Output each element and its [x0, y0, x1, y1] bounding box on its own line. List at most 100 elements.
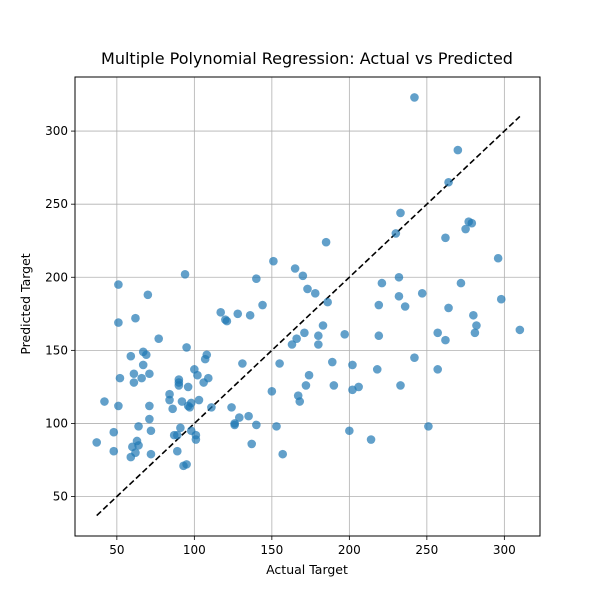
data-point — [186, 398, 196, 408]
data-point — [269, 256, 278, 266]
reference-line-layer — [96, 115, 521, 517]
data-point — [173, 446, 182, 456]
data-point — [177, 397, 187, 406]
x-tick-label: 200 — [338, 543, 361, 557]
y-tick-label: 150 — [45, 343, 68, 357]
data-point — [165, 395, 174, 405]
data-point — [173, 430, 182, 440]
data-point — [424, 422, 433, 431]
data-point — [252, 274, 261, 284]
data-point — [176, 423, 185, 433]
data-point — [304, 370, 314, 380]
data-point — [174, 378, 184, 387]
data-point — [145, 414, 154, 424]
data-point — [314, 331, 323, 341]
data-point — [348, 360, 357, 370]
data-point — [247, 439, 256, 449]
data-point — [470, 328, 480, 338]
data-point — [129, 369, 139, 379]
x-tick-label: 150 — [260, 543, 283, 557]
data-point — [467, 218, 477, 228]
data-point — [301, 381, 311, 390]
data-point — [323, 297, 332, 307]
data-point — [472, 321, 481, 330]
data-point — [207, 403, 216, 412]
y-axis-ticks: 50 100 150 200 250 300 — [45, 124, 75, 504]
data-point — [493, 253, 503, 263]
data-point — [515, 325, 525, 335]
data-point — [109, 446, 119, 456]
data-point — [417, 289, 427, 298]
data-point — [441, 233, 450, 243]
data-point — [114, 280, 123, 289]
data-point — [222, 316, 232, 326]
data-point — [275, 359, 284, 368]
data-point — [366, 435, 376, 444]
y-axis-label: Predicted Target — [18, 253, 33, 354]
data-point — [340, 329, 350, 339]
data-point — [244, 411, 253, 421]
data-point — [396, 208, 405, 218]
data-point — [394, 291, 404, 301]
data-point — [143, 290, 153, 300]
data-point — [272, 422, 281, 431]
data-point — [433, 328, 443, 338]
data-point — [290, 264, 300, 273]
data-point — [154, 334, 163, 343]
data-point — [245, 310, 255, 320]
data-point — [441, 335, 450, 345]
x-axis-ticks: 50 100 150 200 250 300 — [109, 536, 516, 557]
data-point — [142, 350, 151, 360]
data-point — [410, 93, 419, 102]
data-point — [183, 382, 193, 392]
data-point — [394, 272, 404, 282]
x-axis-label: Actual Target — [266, 562, 348, 577]
data-point — [216, 308, 225, 317]
data-point — [115, 373, 125, 383]
data-point — [292, 334, 301, 343]
data-point — [310, 289, 320, 298]
data-point — [300, 328, 309, 338]
data-point — [92, 438, 101, 447]
data-point — [235, 413, 244, 422]
data-point — [194, 395, 204, 405]
data-point — [138, 360, 148, 370]
data-point — [233, 309, 243, 319]
data-point — [354, 382, 363, 392]
data-point — [433, 365, 443, 374]
data-point — [146, 449, 156, 459]
reference-line — [96, 115, 521, 517]
data-point — [134, 441, 143, 450]
data-point — [129, 378, 139, 387]
data-point — [461, 224, 470, 234]
data-point — [258, 300, 267, 310]
data-point — [114, 401, 123, 411]
data-point — [168, 404, 177, 414]
data-point — [109, 427, 119, 437]
data-point — [278, 449, 288, 459]
y-tick-label: 300 — [45, 124, 68, 138]
x-tick-label: 50 — [109, 543, 124, 557]
data-point — [469, 310, 478, 320]
data-point — [137, 373, 146, 383]
data-point — [100, 397, 109, 406]
data-point — [328, 357, 337, 367]
grid — [75, 77, 540, 536]
data-point — [238, 359, 247, 368]
data-point — [204, 373, 213, 383]
data-point — [372, 365, 382, 374]
data-point — [321, 237, 331, 247]
axes-frame — [74, 76, 541, 537]
data-point — [227, 403, 236, 412]
data-point — [182, 343, 191, 352]
data-point — [444, 177, 453, 187]
data-point — [391, 229, 401, 238]
data-point — [374, 331, 384, 341]
data-point — [145, 369, 154, 379]
data-point — [182, 460, 191, 469]
y-tick-label: 100 — [45, 416, 68, 430]
x-tick-label: 250 — [415, 543, 438, 557]
